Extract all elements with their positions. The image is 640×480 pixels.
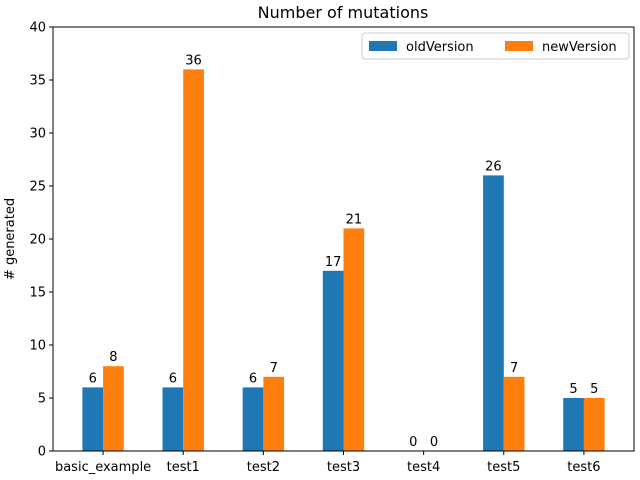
data-label-newVersion-test4: 0 [430, 435, 438, 450]
x-tick-label-test4: test4 [407, 460, 440, 475]
legend-box [361, 32, 630, 60]
bar-oldVersion-test1 [162, 387, 184, 451]
data-label-newVersion-test3: 21 [346, 212, 363, 227]
y-tick-label-30: 30 [29, 127, 46, 142]
y-tick-label-35: 35 [29, 74, 46, 89]
data-label-newVersion-test5: 7 [510, 361, 518, 376]
data-label-oldVersion-test6: 5 [569, 382, 577, 397]
legend: oldVersion newVersion [361, 32, 630, 60]
legend-label-oldVersion: oldVersion [406, 40, 474, 55]
data-label-oldVersion-test4: 0 [409, 435, 417, 450]
legend-swatch-oldVersion [369, 41, 397, 51]
x-tick-label-test2: test2 [247, 460, 280, 475]
y-axis-label: # generated [3, 198, 18, 280]
data-label-newVersion-test2: 7 [270, 361, 278, 376]
data-label-oldVersion-test3: 17 [325, 255, 342, 270]
bar-newVersion-test2 [263, 376, 285, 451]
data-label-oldVersion-test2: 6 [249, 371, 257, 386]
data-label-newVersion-test6: 5 [590, 382, 598, 397]
data-label-oldVersion-test1: 6 [169, 371, 177, 386]
legend-swatch-newVersion [505, 41, 533, 51]
chart-title: Number of mutations [258, 3, 429, 22]
bar-newVersion-test6 [583, 398, 605, 451]
bar-oldVersion-test5 [483, 175, 504, 451]
y-tick-label-40: 40 [29, 21, 46, 36]
x-tick-label-test5: test5 [487, 460, 520, 475]
bar-newVersion-basic_example [103, 366, 124, 451]
data-label-newVersion-test1: 36 [185, 53, 202, 68]
bar-newVersion-test5 [503, 376, 525, 451]
bar-oldVersion-test3 [322, 270, 344, 451]
data-label-oldVersion-basic_example: 6 [89, 371, 97, 386]
data-label-newVersion-basic_example: 8 [109, 350, 117, 365]
y-tick-label-10: 10 [29, 339, 46, 354]
x-tick-label-test6: test6 [567, 460, 600, 475]
x-tick-label-test1: test1 [167, 460, 200, 475]
bar-newVersion-test3 [343, 228, 365, 451]
bar-newVersion-test1 [183, 69, 204, 452]
legend-label-newVersion: newVersion [542, 40, 617, 55]
y-tick-label-15: 15 [29, 286, 46, 301]
y-tick-label-5: 5 [38, 392, 46, 407]
bar-oldVersion-basic_example [82, 387, 104, 451]
data-label-oldVersion-test5: 26 [485, 159, 502, 174]
bar-oldVersion-test6 [563, 398, 584, 451]
y-tick-label-20: 20 [29, 233, 46, 248]
bar-oldVersion-test2 [242, 387, 264, 451]
x-tick-label-basic_example: basic_example [55, 460, 151, 475]
y-tick-label-25: 25 [29, 180, 46, 195]
y-tick-label-0: 0 [38, 445, 46, 460]
x-tick-label-test3: test3 [327, 460, 360, 475]
